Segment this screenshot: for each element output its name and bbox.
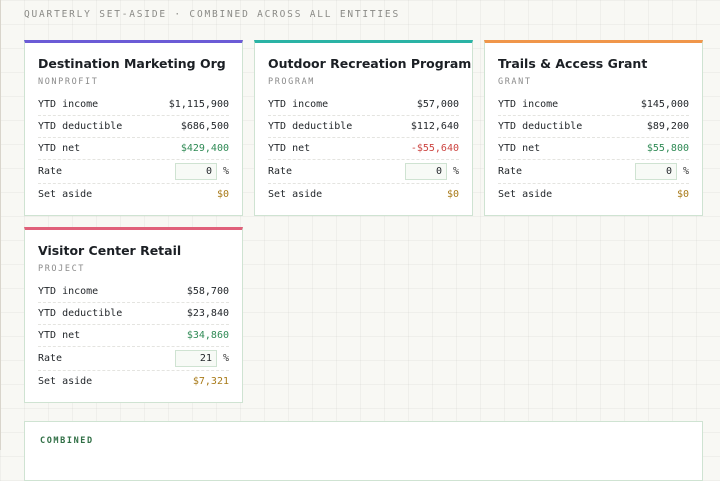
income-row: YTD income $1,115,900	[38, 94, 229, 116]
set-aside-row: Set aside $0	[498, 184, 689, 205]
deductible-row: YTD deductible $112,640	[268, 116, 459, 138]
rate-label: Rate	[498, 166, 523, 177]
entity-card: Outdoor Recreation Program PROGRAM YTD i…	[254, 40, 473, 216]
rate-control: %	[404, 163, 459, 180]
set-aside-value: $0	[216, 189, 229, 200]
income-label: YTD income	[38, 286, 99, 297]
rate-label: Rate	[268, 166, 293, 177]
deductible-label: YTD deductible	[268, 121, 353, 132]
card-title: Visitor Center Retail	[38, 243, 182, 258]
set-aside-row: Set aside $0	[268, 184, 459, 205]
income-row: YTD income $58,700	[38, 281, 229, 303]
set-aside-row: Set aside $0	[38, 184, 229, 205]
percent-sign: %	[222, 166, 229, 177]
rate-control: %	[174, 163, 229, 180]
deductible-label: YTD deductible	[38, 121, 123, 132]
rate-row: Rate %	[38, 347, 229, 371]
rate-input[interactable]	[634, 163, 677, 180]
deductible-value: $686,500	[180, 121, 229, 132]
rate-label: Rate	[38, 353, 63, 364]
deductible-value: $112,640	[410, 121, 459, 132]
set-aside-label: Set aside	[38, 376, 93, 387]
percent-sign: %	[452, 166, 459, 177]
combined-title: COMBINED	[40, 436, 94, 446]
net-label: YTD net	[498, 143, 541, 154]
deductible-row: YTD deductible $23,840	[38, 303, 229, 325]
set-aside-row: Set aside $7,321	[38, 371, 229, 392]
set-aside-label: Set aside	[38, 189, 93, 200]
rate-row: Rate %	[268, 160, 459, 184]
income-value: $145,000	[640, 99, 689, 110]
income-label: YTD income	[498, 99, 559, 110]
net-value: -$55,640	[410, 143, 459, 154]
card-title: Outdoor Recreation Program	[268, 56, 472, 71]
rate-row: Rate %	[38, 160, 229, 184]
combined-panel: COMBINED	[24, 421, 703, 481]
income-row: YTD income $145,000	[498, 94, 689, 116]
rate-control: %	[634, 163, 689, 180]
set-aside-value: $7,321	[192, 376, 229, 387]
deductible-label: YTD deductible	[498, 121, 583, 132]
entity-card: Visitor Center Retail PROJECT YTD income…	[24, 227, 243, 403]
net-row: YTD net $55,800	[498, 138, 689, 160]
rate-row: Rate %	[498, 160, 689, 184]
deductible-value: $23,840	[186, 308, 229, 319]
entity-grid: Destination Marketing Org NONPROFIT YTD …	[24, 40, 703, 403]
net-value: $55,800	[646, 143, 689, 154]
card-title: Destination Marketing Org	[38, 56, 226, 71]
page-title: QUARTERLY SET-ASIDE · COMBINED ACROSS AL…	[24, 9, 400, 20]
rate-input[interactable]	[174, 350, 217, 367]
net-value: $429,400	[180, 143, 229, 154]
net-row: YTD net -$55,640	[268, 138, 459, 160]
deductible-value: $89,200	[646, 121, 689, 132]
entity-type-label: NONPROFIT	[38, 77, 99, 87]
entity-type-label: GRANT	[498, 77, 532, 87]
entity-type-label: PROGRAM	[268, 77, 316, 87]
set-aside-label: Set aside	[268, 189, 323, 200]
net-label: YTD net	[38, 143, 81, 154]
rate-input[interactable]	[404, 163, 447, 180]
net-label: YTD net	[268, 143, 311, 154]
entity-type-label: PROJECT	[38, 264, 86, 274]
income-value: $1,115,900	[168, 99, 229, 110]
rate-input[interactable]	[174, 163, 217, 180]
card-title: Trails & Access Grant	[498, 56, 648, 71]
set-aside-label: Set aside	[498, 189, 553, 200]
net-row: YTD net $429,400	[38, 138, 229, 160]
entity-card: Trails & Access Grant GRANT YTD income $…	[484, 40, 703, 216]
income-value: $58,700	[186, 286, 229, 297]
net-value: $34,860	[186, 330, 229, 341]
set-aside-value: $0	[446, 189, 459, 200]
income-value: $57,000	[416, 99, 459, 110]
income-label: YTD income	[38, 99, 99, 110]
deductible-label: YTD deductible	[38, 308, 123, 319]
entity-card: Destination Marketing Org NONPROFIT YTD …	[24, 40, 243, 216]
deductible-row: YTD deductible $89,200	[498, 116, 689, 138]
income-row: YTD income $57,000	[268, 94, 459, 116]
net-label: YTD net	[38, 330, 81, 341]
percent-sign: %	[222, 353, 229, 364]
rate-control: %	[174, 350, 229, 367]
rate-label: Rate	[38, 166, 63, 177]
set-aside-value: $0	[676, 189, 689, 200]
net-row: YTD net $34,860	[38, 325, 229, 347]
deductible-row: YTD deductible $686,500	[38, 116, 229, 138]
income-label: YTD income	[268, 99, 329, 110]
percent-sign: %	[682, 166, 689, 177]
